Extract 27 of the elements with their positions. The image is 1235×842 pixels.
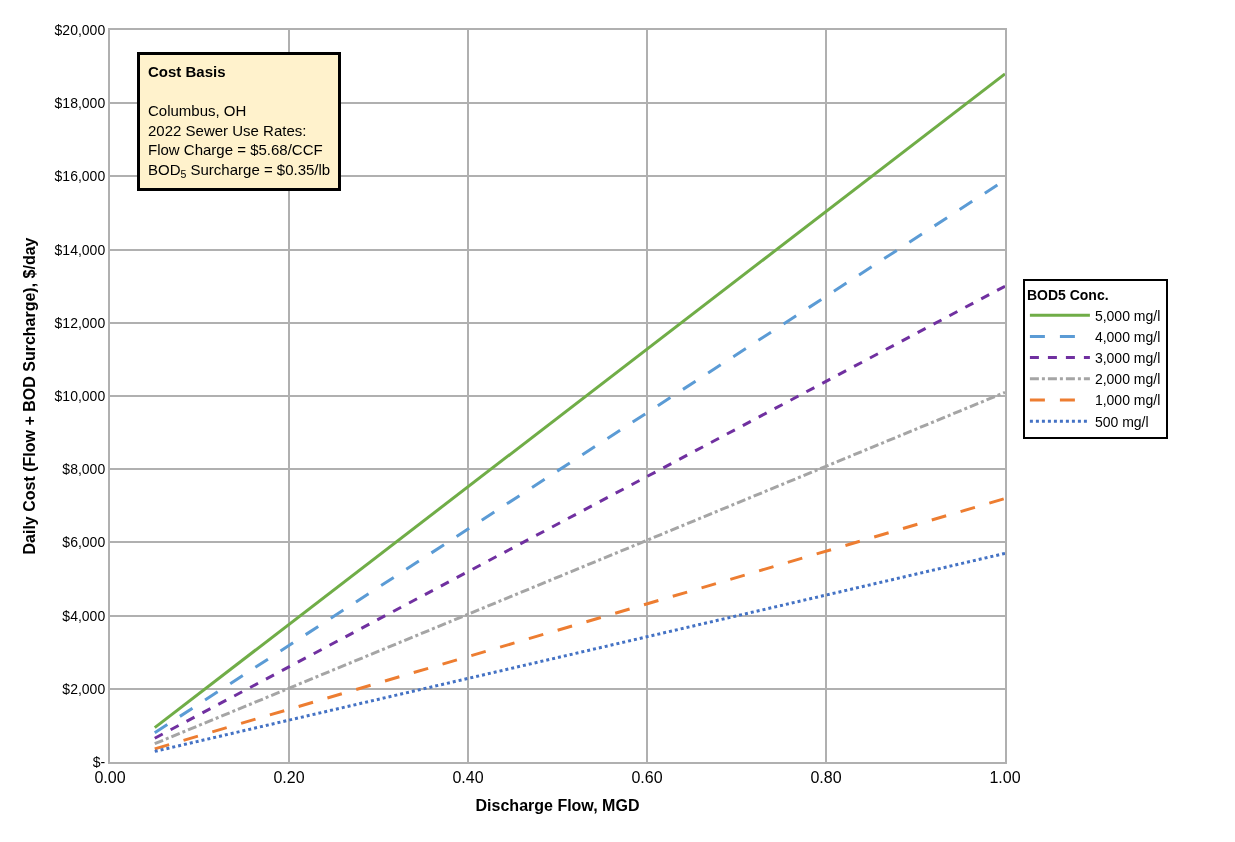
y-tick-label: $18,000 xyxy=(54,95,106,112)
y-tick-label: $14,000 xyxy=(54,241,106,258)
legend-label: 4,000 mg/l xyxy=(1094,328,1161,345)
x-tick-label: 0.80 xyxy=(810,769,842,787)
y-tick-label: $4,000 xyxy=(62,607,106,624)
y-tick-label: $8,000 xyxy=(62,461,106,478)
x-tick-label: 0.00 xyxy=(94,769,126,787)
legend-label: 5,000 mg/l xyxy=(1094,307,1161,324)
y-tick-label: $10,000 xyxy=(54,387,106,404)
y-tick-label: $20,000 xyxy=(54,21,106,38)
x-tick-label: 0.20 xyxy=(273,769,305,787)
x-tick-label: 1.00 xyxy=(989,769,1021,787)
y-tick-label: $- xyxy=(92,753,106,770)
legend-label: 3,000 mg/l xyxy=(1094,350,1161,367)
legend-title: BOD5 Conc. xyxy=(1026,286,1109,303)
y-tick-label: $6,000 xyxy=(62,534,106,551)
y-tick-label: $2,000 xyxy=(62,680,106,697)
y-axis-title: Daily Cost (Flow + BOD Surcharge), $/day xyxy=(20,237,38,555)
x-axis-title: Discharge Flow, MGD xyxy=(475,797,640,815)
y-tick-label: $12,000 xyxy=(54,314,106,331)
x-tick-label: 0.40 xyxy=(452,769,484,787)
text: Cost Basis Columbus, OH 2022 Sewer Use Rates: Flow Charge = $5.68/CCF BOD$_{5}$ Surcharge = $0.35/lb xyxy=(148,63,331,180)
y-tick-label: $16,000 xyxy=(54,168,106,185)
legend-label: 2,000 mg/l xyxy=(1094,371,1161,388)
legend-label: 500 mg/l xyxy=(1094,413,1149,430)
x-tick-label: 0.60 xyxy=(631,769,663,787)
legend-label: 1,000 mg/l xyxy=(1094,392,1161,409)
